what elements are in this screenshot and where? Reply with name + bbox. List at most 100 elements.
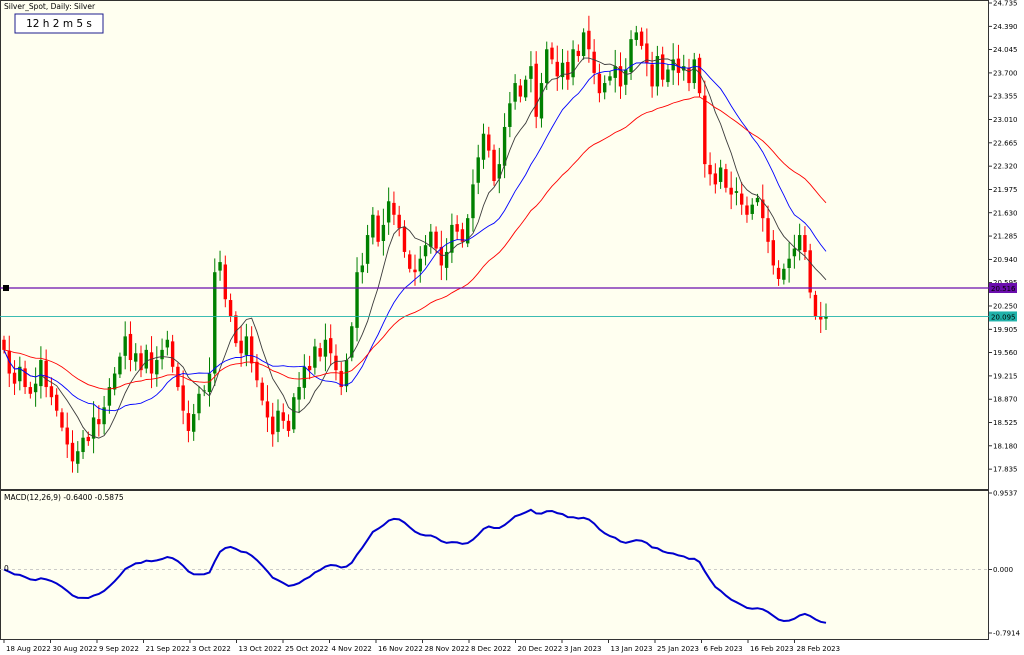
price-tick-label: 17.835: [993, 466, 1018, 474]
bull-candle: [608, 76, 612, 81]
bear-candle: [408, 254, 412, 269]
main-panel-border: [0, 0, 989, 490]
bear-candle: [318, 348, 322, 357]
bull-candle: [545, 49, 549, 84]
bear-candle: [739, 193, 744, 205]
price-tick-label: 21.285: [993, 233, 1018, 241]
bull-candle: [292, 397, 296, 430]
bull-candle: [529, 66, 533, 79]
bear-candle: [534, 63, 538, 117]
bear-candle: [186, 413, 191, 431]
bull-candle: [429, 231, 433, 247]
bear-candle: [239, 340, 243, 354]
bear-candle: [60, 412, 64, 428]
macd-panel-background: [0, 490, 988, 639]
bear-candle: [281, 412, 285, 421]
price-tick-label: 22.320: [993, 163, 1018, 171]
price-tick-label: 19.905: [993, 326, 1018, 334]
bear-candle: [455, 224, 459, 232]
time-tick-label: 3 Oct 2022: [192, 645, 231, 653]
bull-candle: [666, 69, 670, 83]
bear-candle: [23, 368, 27, 388]
ma-slow-line: [3, 96, 827, 390]
bull-candle: [476, 157, 480, 183]
bear-candle: [650, 64, 654, 87]
bear-candle: [181, 385, 185, 411]
bear-candle: [28, 387, 33, 394]
bull-candle: [513, 83, 517, 102]
bull-candle: [197, 393, 201, 414]
time-tick-label: 25 Oct 2022: [285, 645, 328, 653]
bull-candle: [218, 262, 222, 271]
bear-candle: [687, 67, 691, 84]
bull-candle: [33, 383, 38, 393]
bull-candle: [118, 356, 122, 375]
bear-candle: [703, 95, 707, 165]
price-tick-label: 24.390: [993, 23, 1018, 31]
time-axis: 18 Aug 2022 30 Aug 2022 9 Sep 2022 21 Sep 2…: [3, 640, 840, 653]
time-tick-label: 6 Feb 2023: [704, 645, 743, 653]
bear-candle: [439, 246, 444, 266]
bear-candle: [808, 250, 812, 293]
bear-candle: [639, 31, 644, 46]
moving-averages: [3, 57, 827, 439]
time-tick-label: 8 Dec 2022: [471, 645, 511, 653]
bear-candle: [2, 339, 6, 350]
bull-candle: [360, 265, 365, 273]
bull-candle: [313, 346, 317, 368]
bear-candle: [139, 353, 143, 371]
time-tick-label: 25 Jan 2023: [657, 645, 699, 653]
price-tick-label: 24.045: [993, 46, 1018, 54]
bear-candle: [376, 215, 380, 242]
bull-candle: [508, 103, 512, 127]
bull-candle: [423, 245, 428, 257]
bull-candle: [755, 197, 760, 203]
bull-candle: [39, 360, 43, 387]
bear-candle: [803, 235, 807, 252]
bull-candle: [718, 167, 723, 182]
macd-panel-border: [0, 490, 989, 640]
bull-candle: [76, 451, 80, 464]
bull-candle: [613, 66, 617, 78]
bull-candle: [497, 164, 502, 179]
bear-candle: [413, 269, 417, 273]
horizontal-lines[interactable]: 20.516 20.095: [0, 283, 1017, 322]
bear-candle: [70, 442, 75, 462]
bear-candle: [228, 300, 233, 317]
bull-candle: [797, 235, 802, 251]
price-tick-label: 24.735: [993, 0, 1018, 8]
time-tick-label: 4 Nov 2022: [332, 645, 372, 653]
bull-candle: [629, 39, 633, 72]
bull-candle: [381, 224, 386, 241]
macd-line-group: [3, 508, 827, 624]
bear-candle: [334, 355, 338, 371]
bear-candle: [460, 229, 465, 242]
time-tick-label: 13 Oct 2022: [239, 645, 282, 653]
time-tick-label: 30 Aug 2022: [53, 645, 98, 653]
bear-candle: [286, 420, 291, 431]
macd-tick-label: 0.9537: [993, 490, 1018, 498]
price-tick-label: 21.630: [993, 209, 1018, 217]
bear-candle: [745, 205, 749, 215]
bull-candle: [418, 258, 422, 272]
bear-candle: [819, 316, 823, 320]
bull-candle: [571, 49, 575, 78]
bear-candle: [176, 366, 180, 388]
time-tick-label: 18 Aug 2022: [6, 645, 51, 653]
countdown-timer: 12 h 2 m 5 s: [26, 18, 92, 30]
bull-candle: [18, 366, 22, 382]
bear-candle: [645, 43, 649, 63]
bull-candle: [444, 251, 449, 268]
price-tick-label: 20.250: [993, 302, 1018, 310]
bull-candle: [523, 79, 528, 98]
bull-candle: [824, 316, 828, 319]
price-tick-label: 23.010: [993, 116, 1018, 124]
bull-candle: [244, 336, 249, 355]
hline-price-label: 20.095: [991, 313, 1016, 321]
bull-candle: [107, 387, 112, 406]
time-tick-label: 20 Dec 2022: [518, 645, 563, 653]
ma-fast-line: [3, 57, 827, 439]
bear-candle: [307, 365, 312, 371]
macd-axis: 0.9537 0.000 -0.7914: [0, 490, 1021, 638]
